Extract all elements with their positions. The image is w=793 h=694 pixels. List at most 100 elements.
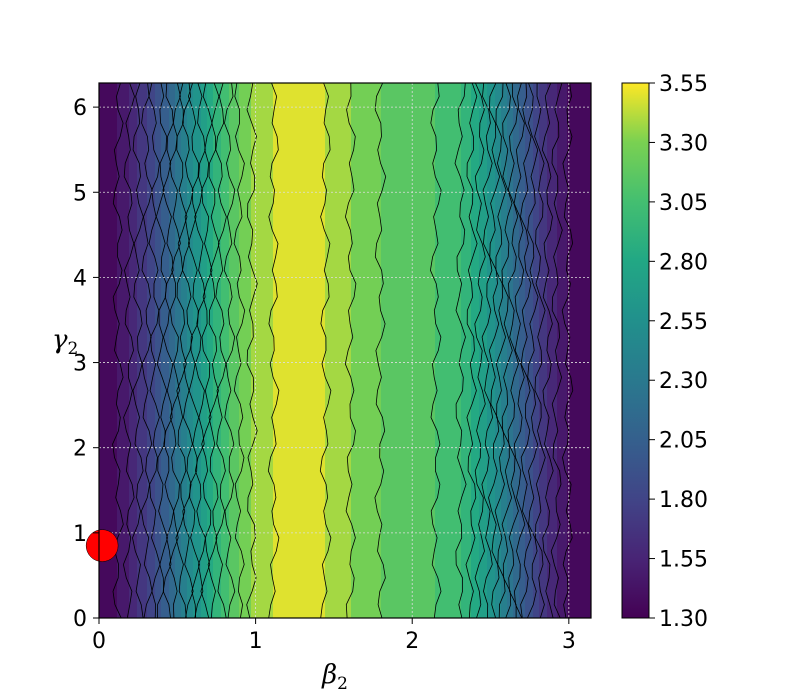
heatmap-column bbox=[173, 83, 176, 618]
heatmap-column bbox=[269, 83, 272, 618]
heatmap-column bbox=[445, 83, 448, 618]
heatmap-column bbox=[143, 83, 146, 618]
heatmap-column bbox=[525, 83, 528, 618]
contour-line bbox=[344, 83, 357, 618]
heatmap-column bbox=[355, 83, 358, 618]
heatmap-column bbox=[405, 83, 408, 618]
heatmap-column bbox=[539, 83, 542, 618]
x-tick-label: 2 bbox=[405, 629, 419, 654]
heatmap-column bbox=[581, 83, 584, 618]
contour-line bbox=[175, 83, 188, 618]
heatmap-column bbox=[377, 83, 380, 618]
colorbar-tick-label: 2.30 bbox=[659, 369, 708, 394]
heatmap-column bbox=[167, 83, 170, 618]
heatmap-column bbox=[453, 83, 456, 618]
heatmap-column bbox=[431, 83, 434, 618]
heatmap-column bbox=[187, 83, 190, 618]
heatmap-column bbox=[313, 83, 316, 618]
heatmap-column bbox=[205, 83, 208, 618]
heatmap-column bbox=[447, 83, 450, 618]
heatmap-column bbox=[185, 83, 188, 618]
heatmap-column bbox=[191, 83, 194, 618]
heatmap-column bbox=[109, 83, 112, 618]
heatmap-column bbox=[329, 83, 332, 618]
heatmap-column bbox=[149, 83, 152, 618]
heatmap-column bbox=[349, 83, 352, 618]
heatmap-column bbox=[521, 83, 524, 618]
heatmap-column bbox=[485, 83, 488, 618]
heatmap-column bbox=[341, 83, 344, 618]
heatmap-column bbox=[361, 83, 364, 618]
heatmap-column bbox=[145, 83, 148, 618]
heatmap-column bbox=[285, 83, 288, 618]
heatmap-column bbox=[121, 83, 124, 618]
heatmap-column bbox=[175, 83, 178, 618]
heatmap-column bbox=[259, 83, 262, 618]
contour-line bbox=[194, 83, 206, 618]
y-tick-label: 4 bbox=[73, 266, 87, 291]
heatmap-column bbox=[555, 83, 558, 618]
colorbar-tick-label: 1.30 bbox=[659, 607, 708, 632]
heatmap-column bbox=[367, 83, 370, 618]
heatmap-column bbox=[311, 83, 314, 618]
heatmap-column bbox=[573, 83, 576, 618]
heatmap-column bbox=[529, 83, 532, 618]
heatmap-column bbox=[425, 83, 428, 618]
heatmap-column bbox=[389, 83, 392, 618]
heatmap-column bbox=[201, 83, 204, 618]
heatmap-column bbox=[439, 83, 442, 618]
heatmap-column bbox=[583, 83, 586, 618]
heatmap-column bbox=[207, 83, 210, 618]
heatmap-column bbox=[517, 83, 520, 618]
heatmap-column bbox=[509, 83, 512, 618]
heatmap-column bbox=[385, 83, 388, 618]
y-tick-label: 1 bbox=[73, 522, 87, 547]
heatmap-column bbox=[161, 83, 164, 618]
heatmap-column bbox=[275, 83, 278, 618]
contour-line bbox=[488, 83, 501, 618]
colorbar-tick-label: 1.80 bbox=[659, 488, 708, 513]
heatmap-column bbox=[403, 83, 406, 618]
heatmap-column bbox=[371, 83, 374, 618]
heatmap-column bbox=[493, 83, 496, 618]
heatmap-column bbox=[373, 83, 376, 618]
heatmap-column bbox=[469, 83, 472, 618]
heatmap-column bbox=[523, 83, 526, 618]
contour-line bbox=[465, 83, 478, 618]
contour-line bbox=[319, 83, 332, 618]
heatmap-column bbox=[303, 83, 306, 618]
heatmap-column bbox=[537, 83, 540, 618]
heatmap-column bbox=[331, 83, 334, 618]
heatmap-column bbox=[401, 83, 404, 618]
heatmap-column bbox=[491, 83, 494, 618]
heatmap-column bbox=[343, 83, 346, 618]
heatmap-column bbox=[489, 83, 492, 618]
heatmap-column bbox=[271, 83, 274, 618]
heatmap-column bbox=[427, 83, 430, 618]
contour-line bbox=[507, 83, 519, 618]
heatmap-column bbox=[267, 83, 270, 618]
heatmap-column bbox=[235, 83, 238, 618]
heatmap-column bbox=[467, 83, 470, 618]
heatmap-column bbox=[545, 83, 548, 618]
heatmap-column bbox=[351, 83, 354, 618]
heatmap-column bbox=[387, 83, 390, 618]
heatmap-column bbox=[321, 83, 324, 618]
heatmap-column bbox=[323, 83, 326, 618]
heatmap-column bbox=[243, 83, 246, 618]
heatmap-column bbox=[519, 83, 522, 618]
heatmap-column bbox=[451, 83, 454, 618]
colorbar-ticks: 1.30 1.55 1.80 2.05 2.30 2.55 2.80 3.05 3.30 3.55 bbox=[649, 72, 708, 632]
heatmap-column bbox=[579, 83, 582, 618]
heatmap-column bbox=[177, 83, 180, 618]
heatmap-column bbox=[569, 83, 572, 618]
heatmap-column bbox=[223, 83, 226, 618]
contour-line bbox=[187, 83, 200, 618]
heatmap-column bbox=[195, 83, 198, 618]
heatmap-column bbox=[151, 83, 154, 618]
heatmap-column bbox=[327, 83, 330, 618]
contour-line bbox=[454, 83, 467, 618]
x-tick-label: 1 bbox=[249, 629, 263, 654]
heatmap-column bbox=[457, 83, 460, 618]
heatmap-column bbox=[503, 83, 506, 618]
